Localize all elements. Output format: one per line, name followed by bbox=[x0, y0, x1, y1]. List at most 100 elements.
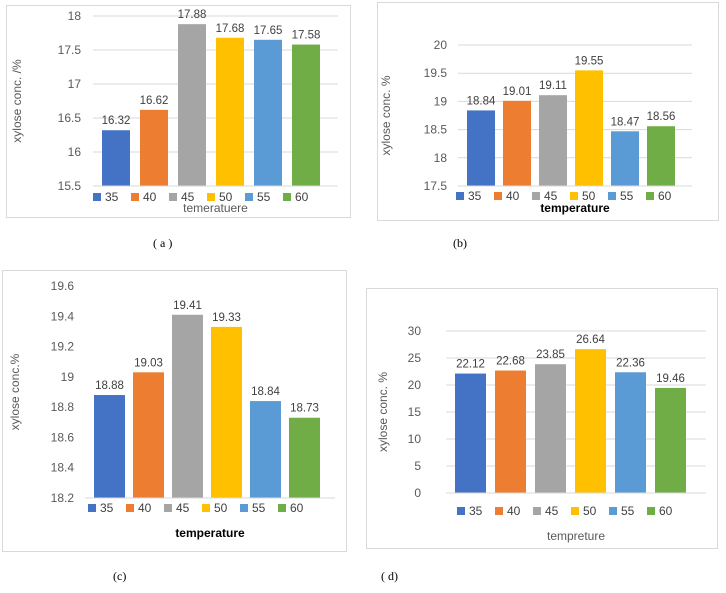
data-label: 23.85 bbox=[536, 349, 565, 361]
bar-60 bbox=[647, 126, 675, 186]
legend-swatch bbox=[245, 193, 253, 201]
data-label: 16.62 bbox=[140, 95, 169, 107]
chart-c: 18.2 18.4 18.6 18.8 19 19.2 19.4 19.6 18.88 19.03… bbox=[8, 279, 335, 540]
y-tick-label: 18.4 bbox=[51, 461, 75, 475]
data-label: 18.73 bbox=[290, 403, 319, 415]
legend-swatch bbox=[533, 507, 541, 515]
y-tick-label: 19.4 bbox=[51, 309, 75, 323]
data-label: 19.55 bbox=[575, 55, 604, 67]
legend-swatch bbox=[457, 507, 465, 515]
bar-55 bbox=[254, 39, 282, 186]
y-tick-label: 19.6 bbox=[51, 279, 75, 293]
data-label: 19.03 bbox=[134, 357, 163, 369]
legend-label: 50 bbox=[219, 190, 233, 204]
y-tick-label: 17 bbox=[68, 77, 82, 91]
legend-swatch bbox=[495, 507, 503, 515]
y-tick-label: 15 bbox=[408, 405, 422, 419]
bar-40 bbox=[495, 370, 526, 493]
legend-swatch bbox=[126, 504, 134, 512]
bar-60 bbox=[655, 387, 686, 493]
legend-swatch bbox=[608, 192, 616, 200]
bar-50 bbox=[211, 326, 242, 498]
data-label: 18.84 bbox=[251, 386, 280, 398]
legend-swatch bbox=[88, 504, 96, 512]
bar-60 bbox=[292, 44, 320, 187]
legend-label: 35 bbox=[468, 189, 482, 203]
legend-label: 45 bbox=[544, 189, 558, 203]
chart-c-caption: (c) bbox=[113, 569, 127, 583]
legend-swatch bbox=[164, 504, 172, 512]
legend-label: 60 bbox=[295, 190, 309, 204]
legend-swatch bbox=[647, 507, 655, 515]
bar-45 bbox=[539, 95, 567, 186]
legend-swatch bbox=[93, 193, 101, 201]
chart-b-caption: (b) bbox=[453, 236, 467, 250]
legend-swatch bbox=[278, 504, 286, 512]
chart-a: 15.5 16 16.5 17 17.5 18 16.32 16.62 17.88 17.68 17… bbox=[10, 9, 338, 215]
x-axis-label: temeratuere bbox=[183, 201, 248, 215]
y-tick-label: 19 bbox=[61, 370, 75, 384]
legend-label: 45 bbox=[181, 190, 195, 204]
chart-d: 0 5 10 15 20 25 30 22.12 22.68 23.85 26.64 22.36 19.… bbox=[376, 324, 706, 543]
y-tick-label: 19.2 bbox=[51, 340, 75, 354]
bar-40 bbox=[133, 372, 164, 498]
y-tick-label: 18 bbox=[68, 9, 82, 23]
legend-label: 40 bbox=[507, 504, 521, 518]
data-label: 19.46 bbox=[656, 373, 685, 385]
y-tick-label: 20 bbox=[408, 378, 422, 392]
legend-swatch bbox=[456, 192, 464, 200]
data-label: 22.68 bbox=[496, 356, 525, 368]
y-tick-label: 15.5 bbox=[58, 179, 82, 193]
y-tick-label: 18.2 bbox=[51, 491, 75, 505]
legend-label: 55 bbox=[621, 504, 635, 518]
legend-swatch bbox=[570, 192, 578, 200]
data-label: 18.56 bbox=[647, 111, 676, 123]
legend-label: 60 bbox=[659, 504, 673, 518]
bar-55 bbox=[611, 131, 639, 186]
legend-label: 40 bbox=[506, 189, 520, 203]
chart-d-caption: ( d) bbox=[381, 569, 398, 583]
legend-label: 55 bbox=[252, 501, 266, 515]
data-label: 17.65 bbox=[254, 25, 283, 37]
chart-b: 17.5 18 18.5 19 19.5 20 18.84 19.01 19.11 19.55 18… bbox=[379, 38, 692, 215]
bar-35 bbox=[94, 395, 125, 498]
legend-label: 40 bbox=[138, 501, 152, 515]
legend-label: 55 bbox=[620, 189, 634, 203]
legend-label: 35 bbox=[105, 190, 119, 204]
data-label: 18.84 bbox=[467, 95, 496, 107]
y-tick-label: 10 bbox=[408, 432, 422, 446]
legend-swatch bbox=[494, 192, 502, 200]
y-tick-label: 0 bbox=[414, 486, 421, 500]
bar-55 bbox=[250, 401, 281, 498]
data-label: 19.11 bbox=[539, 80, 567, 92]
legend-label: 50 bbox=[583, 504, 597, 518]
legend-label: 40 bbox=[143, 190, 157, 204]
legend-label: 50 bbox=[582, 189, 596, 203]
data-label: 26.64 bbox=[576, 334, 605, 346]
bar-50 bbox=[575, 349, 606, 493]
legend-swatch bbox=[202, 504, 210, 512]
y-axis-label: xylose conc. /% bbox=[10, 59, 24, 143]
y-tick-label: 16.5 bbox=[58, 111, 82, 125]
legend-swatch bbox=[532, 192, 540, 200]
y-tick-label: 25 bbox=[408, 351, 422, 365]
y-tick-label: 19.5 bbox=[424, 66, 448, 80]
bar-35 bbox=[455, 373, 486, 493]
bar-60 bbox=[289, 417, 320, 498]
legend-label: 60 bbox=[658, 189, 672, 203]
bar-35 bbox=[102, 130, 130, 186]
data-label: 17.58 bbox=[292, 30, 321, 42]
y-axis-label: xylose conc. % bbox=[379, 75, 393, 155]
y-tick-label: 17.5 bbox=[58, 43, 82, 57]
y-tick-label: 18.6 bbox=[51, 430, 75, 444]
legend-swatch bbox=[609, 507, 617, 515]
y-tick-label: 18 bbox=[434, 151, 448, 165]
bar-35 bbox=[467, 110, 495, 186]
data-label: 17.68 bbox=[216, 23, 245, 35]
legend-label: 55 bbox=[257, 190, 271, 204]
y-tick-label: 19 bbox=[434, 94, 448, 108]
y-tick-label: 18.8 bbox=[51, 400, 75, 414]
bar-45 bbox=[178, 24, 206, 186]
bar-50 bbox=[216, 37, 244, 187]
bar-40 bbox=[140, 109, 168, 186]
